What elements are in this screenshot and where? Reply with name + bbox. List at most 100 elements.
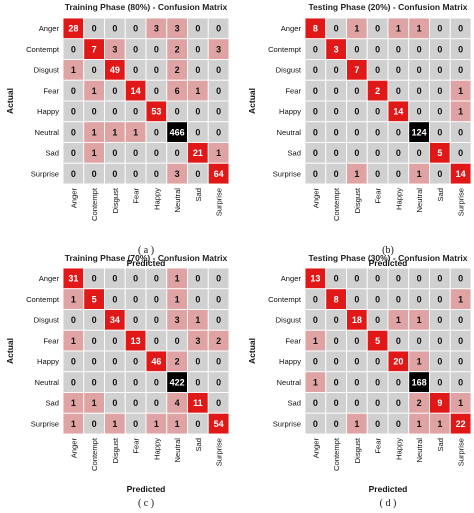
cell-value-label: 0 xyxy=(154,169,159,179)
x-tick-label: Disgust xyxy=(353,437,362,463)
cell-value-label: 3 xyxy=(175,169,180,179)
cell-value-label: 0 xyxy=(71,86,76,96)
cell-value-label: 0 xyxy=(458,377,463,387)
x-axis-label: Predicted xyxy=(369,258,408,268)
cell-value-label: 0 xyxy=(334,357,339,367)
cell-value-label: 0 xyxy=(313,419,318,429)
cell-value-label: 0 xyxy=(133,315,138,325)
y-tick-label: Sad xyxy=(45,149,59,158)
cell-value-label: 0 xyxy=(133,294,138,304)
cell-value-label: 1 xyxy=(417,315,422,325)
x-axis-label: Predicted xyxy=(127,258,166,268)
cell-value-label: 46 xyxy=(151,357,161,367)
cell-value-label: 0 xyxy=(396,294,401,304)
y-tick-label: Anger xyxy=(281,274,302,283)
cell-value-label: 0 xyxy=(313,65,318,75)
x-tick-label: Contempt xyxy=(332,437,341,471)
cell-value-label: 8 xyxy=(313,24,318,34)
cell-value-label: 0 xyxy=(133,419,138,429)
x-tick-label: Surprise xyxy=(215,438,224,466)
cell-value-label: 0 xyxy=(375,127,380,137)
cell-value-label: 0 xyxy=(334,419,339,429)
cell-value-label: 0 xyxy=(92,65,97,75)
cell-value-label: 1 xyxy=(437,419,442,429)
cell-value-label: 0 xyxy=(375,357,380,367)
cell-value-label: 1 xyxy=(313,336,318,346)
cell-value-label: 0 xyxy=(396,274,401,284)
cell-value-label: 0 xyxy=(313,127,318,137)
cell-value-label: 0 xyxy=(396,86,401,96)
cell-value-label: 0 xyxy=(354,357,359,367)
cell-value-label: 0 xyxy=(195,127,200,137)
cell-value-label: 64 xyxy=(214,169,224,179)
cell-value-label: 0 xyxy=(112,169,117,179)
x-tick-label: Happy xyxy=(394,438,403,460)
cell-value-label: 1 xyxy=(458,107,463,117)
cell-value-label: 0 xyxy=(437,65,442,75)
cell-value-label: 0 xyxy=(313,107,318,117)
cell-value-label: 0 xyxy=(417,44,422,54)
cell-value-label: 0 xyxy=(133,274,138,284)
cell-value-label: 0 xyxy=(154,65,159,75)
cell-value-label: 0 xyxy=(71,315,76,325)
cell-value-label: 6 xyxy=(175,86,180,96)
cell-value-label: 3 xyxy=(154,24,159,34)
x-tick-label: Fear xyxy=(132,438,141,454)
cell-value-label: 0 xyxy=(133,107,138,117)
cell-value-label: 0 xyxy=(417,294,422,304)
cell-value-label: 0 xyxy=(154,274,159,284)
x-tick-label: Anger xyxy=(69,438,78,459)
x-tick-label: Neutral xyxy=(415,188,424,213)
cell-value-label: 0 xyxy=(216,65,221,75)
cell-value-label: 0 xyxy=(437,86,442,96)
cell-value-label: 0 xyxy=(437,336,442,346)
cell-value-label: 31 xyxy=(68,274,78,284)
cell-value-label: 0 xyxy=(458,315,463,325)
y-tick-label: Surprise xyxy=(31,169,59,178)
cell-value-label: 0 xyxy=(437,169,442,179)
x-tick-label: Anger xyxy=(311,188,320,209)
x-tick-label: Sad xyxy=(436,438,445,452)
cell-value-label: 0 xyxy=(396,419,401,429)
cell-value-label: 0 xyxy=(334,24,339,34)
cell-value-label: 1 xyxy=(458,294,463,304)
x-tick-label: Surprise xyxy=(215,188,224,216)
x-tick-label: Anger xyxy=(311,438,320,459)
cell-value-label: 0 xyxy=(375,24,380,34)
cell-value-label: 0 xyxy=(375,274,380,284)
cell-value-label: 0 xyxy=(417,274,422,284)
cell-value-label: 7 xyxy=(354,65,359,75)
cell-value-label: 0 xyxy=(396,398,401,408)
cell-value-label: 3 xyxy=(216,44,221,54)
cell-value-label: 0 xyxy=(375,44,380,54)
cell-value-label: 53 xyxy=(151,107,161,117)
cell-value-label: 1 xyxy=(458,86,463,96)
cell-value-label: 1 xyxy=(71,336,76,346)
cell-value-label: 0 xyxy=(396,65,401,75)
matrix-cell xyxy=(449,162,472,185)
cell-value-label: 1 xyxy=(417,419,422,429)
cell-value-label: 1 xyxy=(396,24,401,34)
cell-value-label: 0 xyxy=(195,24,200,34)
matrix-cell xyxy=(207,412,230,435)
cell-value-label: 0 xyxy=(396,336,401,346)
cell-value-label: 0 xyxy=(195,419,200,429)
cell-value-label: 0 xyxy=(375,169,380,179)
cell-value-label: 0 xyxy=(112,107,117,117)
y-tick-label: Anger xyxy=(39,24,60,33)
y-tick-label: Fear xyxy=(285,86,301,95)
cell-value-label: 3 xyxy=(112,44,117,54)
cell-value-label: 1 xyxy=(154,419,159,429)
cell-value-label: 0 xyxy=(396,148,401,158)
cell-value-label: 0 xyxy=(216,24,221,34)
y-tick-label: Contempt xyxy=(268,295,302,304)
cell-value-label: 0 xyxy=(154,336,159,346)
cell-value-label: 0 xyxy=(354,107,359,117)
cell-value-label: 0 xyxy=(437,377,442,387)
cell-value-label: 168 xyxy=(412,377,427,387)
cell-value-label: 0 xyxy=(112,274,117,284)
y-tick-label: Anger xyxy=(39,274,60,283)
y-tick-label: Contempt xyxy=(268,45,302,54)
cell-value-label: 0 xyxy=(313,86,318,96)
cell-value-label: 0 xyxy=(112,377,117,387)
